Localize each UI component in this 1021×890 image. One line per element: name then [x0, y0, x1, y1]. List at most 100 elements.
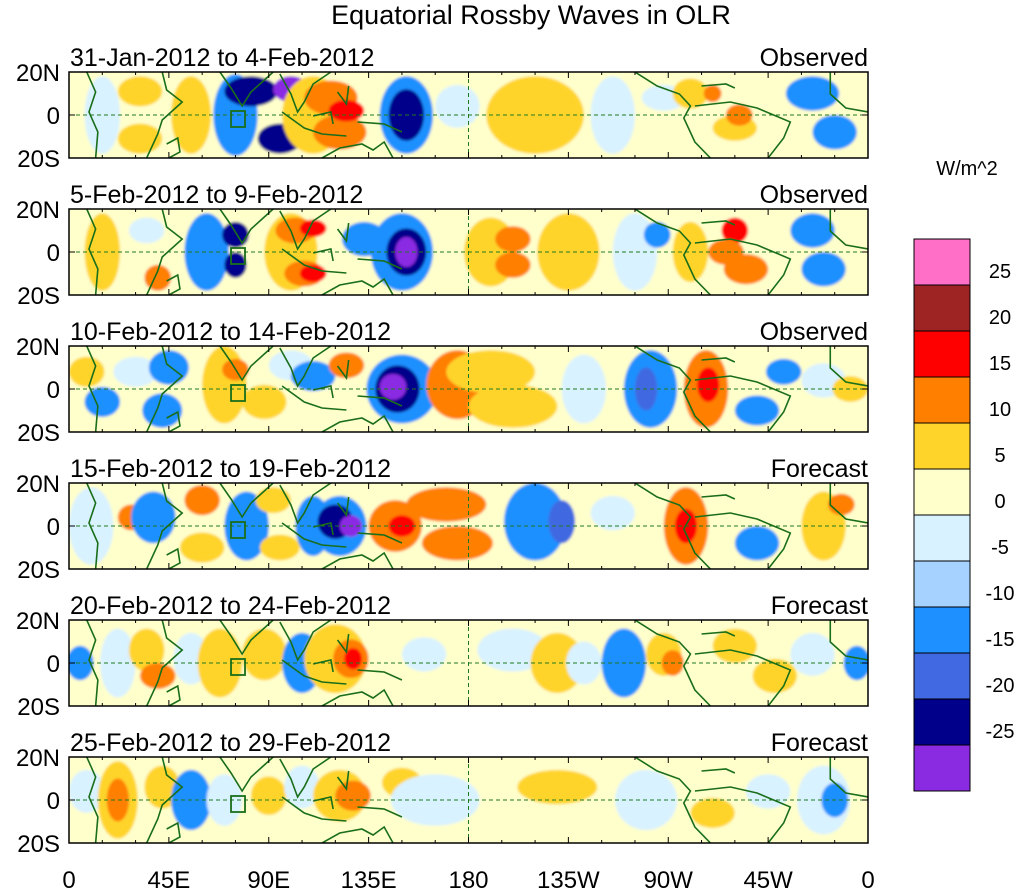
anomaly-contour — [495, 226, 531, 253]
anomaly-contour — [128, 217, 165, 244]
anomaly-contour — [131, 491, 176, 544]
lat-label: 20S — [17, 283, 60, 310]
index-box — [230, 110, 246, 128]
index-box — [230, 795, 246, 813]
anomaly-contour — [790, 632, 835, 676]
panel-date-range: 10-Feb-2012 to 14-Feb-2012 — [70, 318, 391, 346]
coastline — [829, 346, 868, 387]
colorbar-swatch — [913, 652, 971, 700]
coastlines — [86, 620, 868, 706]
coastline — [701, 768, 736, 774]
colorbar-swatch — [913, 422, 971, 470]
anomaly-contour — [344, 647, 362, 670]
anomaly-contour — [643, 221, 671, 248]
anomaly-contour — [590, 76, 635, 154]
coastline — [145, 620, 184, 706]
coastline — [281, 111, 347, 137]
colorbar-level: 0 — [994, 491, 1005, 513]
anomaly-contour — [184, 213, 229, 291]
coastline — [634, 757, 711, 843]
coastline — [357, 669, 403, 681]
coastline — [694, 786, 792, 843]
coastline — [336, 222, 350, 244]
coastline — [701, 83, 736, 89]
anomaly-contour — [69, 645, 94, 681]
coastline — [219, 620, 274, 656]
coastline — [829, 757, 868, 798]
coastline — [279, 346, 332, 388]
lat-label: 20S — [17, 420, 60, 447]
colorbar: W/m^2 25 20 15 10 5 0 -5 -10 -15 -20 -25 — [913, 158, 1014, 792]
panel-status: Forecast — [771, 592, 868, 620]
anomaly-contour — [517, 769, 598, 805]
coastline — [357, 258, 403, 270]
anomaly-contour — [548, 500, 576, 544]
coastline — [145, 483, 184, 569]
coastline — [312, 385, 334, 399]
olr-panel: 25-Feb-2012 to 29-Feb-2012 Forecast 20N 0 20… — [16, 729, 869, 858]
olr-panel: 20-Feb-2012 to 24-Feb-2012 Forecast 20N 0 20… — [16, 592, 869, 721]
coastline — [701, 631, 736, 637]
coastline — [321, 688, 394, 706]
anomaly-contour — [504, 483, 567, 561]
lat-label: 20S — [17, 694, 60, 721]
anomaly-contour — [690, 797, 735, 828]
coastline — [694, 512, 792, 569]
anomaly-contour — [100, 628, 136, 698]
anomaly-contour — [721, 217, 749, 244]
coastline — [86, 209, 99, 295]
colorbar-level: 25 — [989, 261, 1011, 283]
anomaly-contour — [785, 76, 840, 111]
coastline — [357, 532, 403, 544]
anomaly-contour — [379, 373, 407, 400]
anomaly-contour — [765, 358, 802, 385]
coastline — [145, 72, 184, 158]
colorbar-level: 5 — [994, 445, 1005, 467]
coastline — [219, 346, 274, 382]
panel-date-range: 25-Feb-2012 to 29-Feb-2012 — [70, 729, 391, 757]
index-box — [230, 521, 246, 539]
anomaly-contour — [255, 487, 291, 514]
coastline — [321, 825, 394, 843]
lat-label: 20S — [17, 146, 60, 173]
lat-label: 20N — [16, 60, 60, 87]
colorbar-swatch — [913, 376, 971, 424]
coastline — [219, 483, 274, 519]
colorbar-level: -5 — [991, 537, 1009, 559]
panel-date-range: 5-Feb-2012 to 9-Feb-2012 — [70, 181, 363, 209]
lat-label: 0 — [47, 514, 60, 541]
coastline — [321, 414, 394, 432]
coastline — [279, 483, 332, 525]
coastline — [634, 483, 711, 569]
coastline — [219, 209, 274, 245]
coastline — [336, 85, 350, 107]
coastline — [281, 385, 347, 411]
coastline — [701, 357, 736, 363]
lat-label: 0 — [47, 377, 60, 404]
coastline — [634, 209, 711, 295]
coastline — [86, 346, 99, 432]
coastline — [145, 346, 184, 432]
coastline — [829, 620, 868, 661]
coastline — [694, 375, 792, 432]
anomaly-contour — [435, 84, 480, 128]
panel-status: Observed — [760, 181, 868, 209]
anomaly-contour — [335, 780, 371, 811]
anomaly-contour — [468, 384, 558, 428]
colorbar-swatch — [913, 698, 971, 746]
coastline — [634, 72, 711, 158]
coastline — [312, 796, 334, 810]
colorbar-swatch — [913, 284, 971, 332]
anomaly-contour — [299, 264, 327, 283]
coastline — [279, 620, 332, 662]
anomaly-contour — [128, 628, 165, 672]
coastlines — [86, 483, 868, 569]
olr-panel: 10-Feb-2012 to 14-Feb-2012 Observed 20N 0 20… — [16, 318, 869, 447]
anomaly-contour — [250, 776, 287, 816]
anomaly-contour — [832, 376, 868, 402]
lon-label: 45E — [148, 867, 191, 890]
lat-label: 20N — [16, 608, 60, 635]
anomaly-contour — [242, 384, 287, 420]
coastline — [694, 238, 792, 295]
colorbar-level: 10 — [989, 399, 1011, 421]
